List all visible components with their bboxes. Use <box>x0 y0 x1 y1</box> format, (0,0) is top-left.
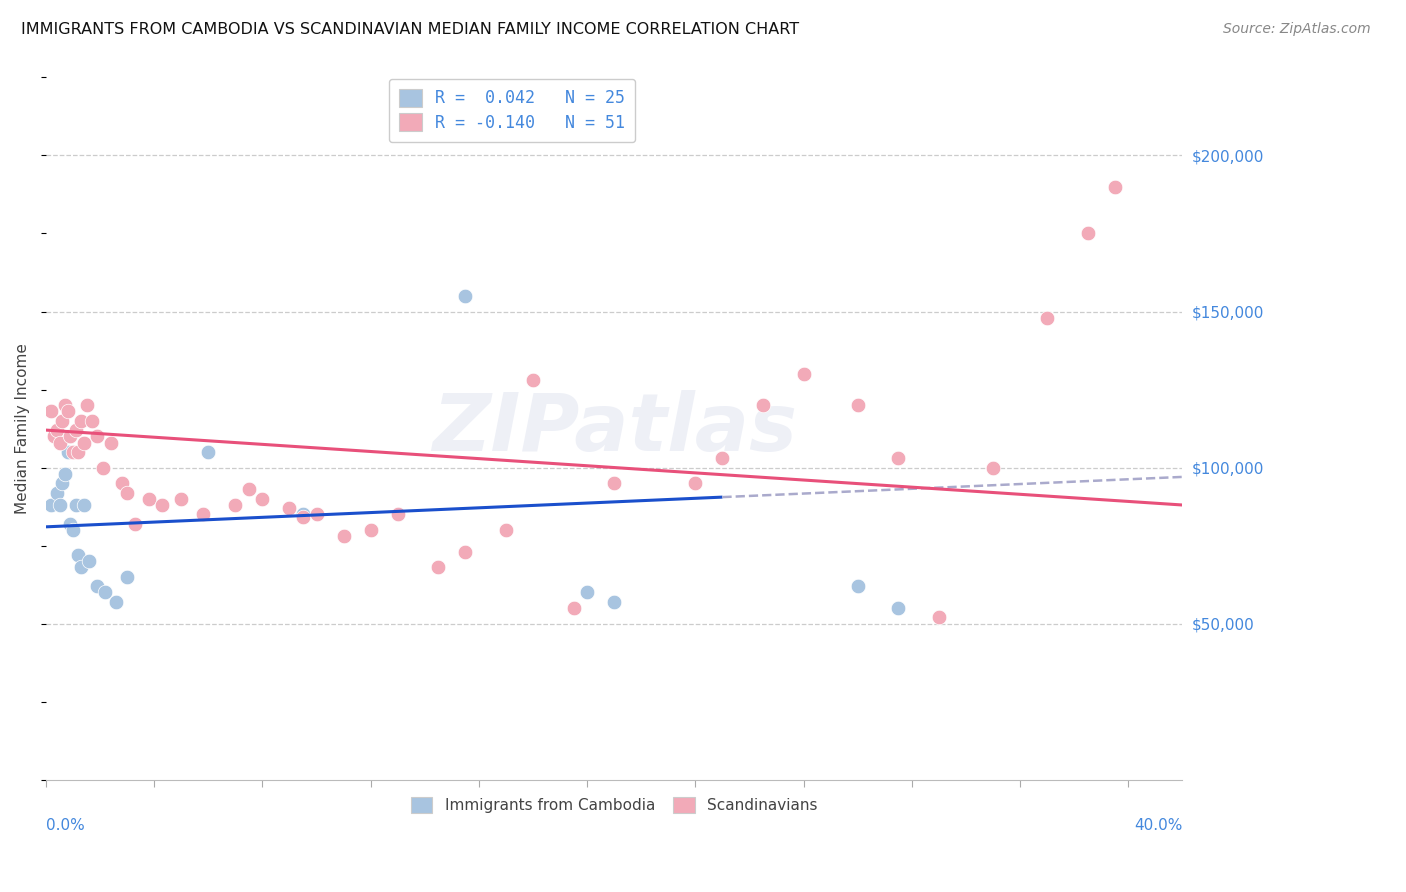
Point <box>928 610 950 624</box>
Point <box>65 498 87 512</box>
Point <box>562 601 585 615</box>
Point <box>387 508 409 522</box>
Point <box>70 560 93 574</box>
Point <box>53 398 76 412</box>
Point <box>1104 179 1126 194</box>
Point <box>846 579 869 593</box>
Point <box>51 476 73 491</box>
Point <box>603 595 626 609</box>
Point <box>138 491 160 506</box>
Text: 0.0%: 0.0% <box>46 818 84 833</box>
Point <box>1077 227 1099 241</box>
Text: 40.0%: 40.0% <box>1135 818 1182 833</box>
Point <box>495 523 517 537</box>
Point <box>124 516 146 531</box>
Point <box>48 498 70 512</box>
Point <box>53 467 76 481</box>
Point <box>86 579 108 593</box>
Point <box>91 460 114 475</box>
Point <box>77 554 100 568</box>
Point <box>332 529 354 543</box>
Point <box>62 523 84 537</box>
Point <box>41 498 63 512</box>
Point <box>305 508 328 522</box>
Point <box>150 498 173 512</box>
Point <box>454 289 477 303</box>
Point <box>80 414 103 428</box>
Point <box>100 435 122 450</box>
Point <box>238 483 260 497</box>
Point <box>360 523 382 537</box>
Point <box>252 491 274 506</box>
Point <box>45 485 67 500</box>
Point <box>111 476 134 491</box>
Point <box>94 585 117 599</box>
Point <box>51 414 73 428</box>
Point <box>67 445 90 459</box>
Point <box>56 404 79 418</box>
Point <box>45 423 67 437</box>
Legend: Immigrants from Cambodia, Scandinavians: Immigrants from Cambodia, Scandinavians <box>404 789 825 822</box>
Point <box>427 560 450 574</box>
Point <box>224 498 246 512</box>
Point <box>70 414 93 428</box>
Point <box>59 516 82 531</box>
Text: IMMIGRANTS FROM CAMBODIA VS SCANDINAVIAN MEDIAN FAMILY INCOME CORRELATION CHART: IMMIGRANTS FROM CAMBODIA VS SCANDINAVIAN… <box>21 22 799 37</box>
Point <box>846 398 869 412</box>
Point <box>59 429 82 443</box>
Point <box>752 398 775 412</box>
Point <box>191 508 214 522</box>
Point <box>62 445 84 459</box>
Point <box>115 570 138 584</box>
Point <box>887 451 910 466</box>
Point <box>981 460 1004 475</box>
Point <box>73 435 96 450</box>
Point <box>522 373 544 387</box>
Point <box>454 545 477 559</box>
Point <box>292 508 315 522</box>
Point <box>48 435 70 450</box>
Y-axis label: Median Family Income: Median Family Income <box>15 343 30 514</box>
Point <box>292 510 315 524</box>
Point <box>41 404 63 418</box>
Point <box>86 429 108 443</box>
Point <box>197 445 219 459</box>
Point <box>115 485 138 500</box>
Point <box>67 548 90 562</box>
Text: ZIPatlas: ZIPatlas <box>432 390 797 467</box>
Point <box>793 367 815 381</box>
Point <box>170 491 193 506</box>
Point <box>65 423 87 437</box>
Point <box>576 585 599 599</box>
Point <box>56 445 79 459</box>
Point <box>278 501 301 516</box>
Point <box>603 476 626 491</box>
Point <box>685 476 707 491</box>
Point <box>887 601 910 615</box>
Point <box>73 498 96 512</box>
Text: Source: ZipAtlas.com: Source: ZipAtlas.com <box>1223 22 1371 37</box>
Point <box>1036 310 1059 325</box>
Point <box>42 429 65 443</box>
Point <box>59 429 82 443</box>
Point <box>105 595 128 609</box>
Point <box>76 398 98 412</box>
Point <box>711 451 734 466</box>
